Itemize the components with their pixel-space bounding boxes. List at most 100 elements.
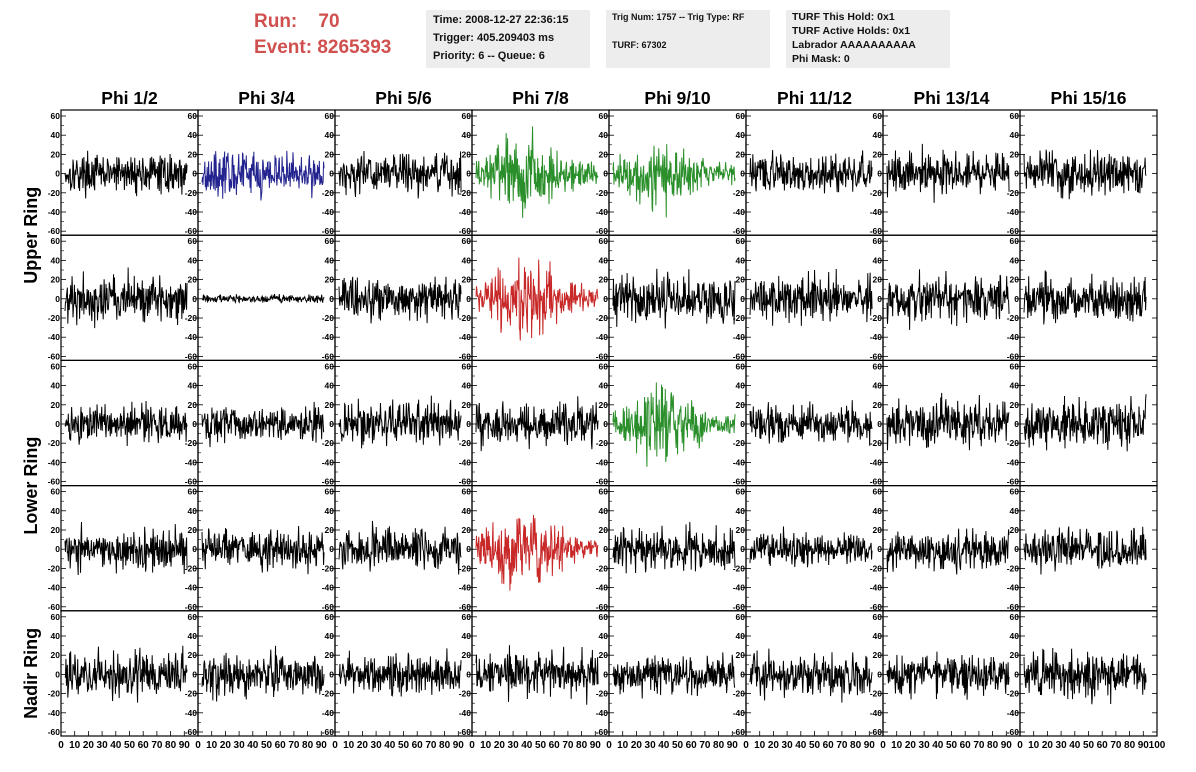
- waveform-trace: [64, 401, 188, 447]
- y-tick-label: 0: [1014, 169, 1019, 179]
- priority-text: Priority: 6 -- Queue: 6: [433, 50, 545, 62]
- y-tick-label: -20: [185, 689, 198, 699]
- y-tick-label: -60: [459, 727, 472, 737]
- y-tick-label: 40: [736, 381, 746, 391]
- y-tick-label: 20: [599, 525, 609, 535]
- y-tick-label: 60: [1010, 236, 1020, 246]
- y-tick-label: 0: [877, 294, 882, 304]
- waveform-panel: -60 -40 -20 0 20 40 60: [48, 485, 199, 612]
- y-tick-label: 0: [192, 294, 197, 304]
- y-tick-label: 40: [462, 130, 472, 140]
- y-tick-label: -40: [185, 332, 198, 342]
- x-tick-label: 50: [946, 740, 958, 751]
- x-tick-label: 30: [782, 740, 794, 751]
- x-tick-label: 60: [138, 740, 150, 751]
- y-tick-label: 20: [873, 275, 883, 285]
- waveform-panel: -60 -40 -20 0 20 40 60: [733, 485, 884, 612]
- x-tick-label: 0: [195, 740, 201, 751]
- y-tick-label: 40: [462, 631, 472, 641]
- waveform-panel: -60 -40 -20 0 20 40 60: [459, 485, 610, 612]
- y-tick-label: -40: [185, 457, 198, 467]
- waveform-panel: -60 -40 -20 0 20 40 60: [870, 109, 1021, 236]
- y-tick-label: -60: [596, 226, 609, 236]
- waveform-panel: -60 -40 -20 0 20 40 60: [1007, 109, 1158, 236]
- y-tick-label: 20: [462, 650, 472, 660]
- waveform-trace: [886, 143, 1010, 203]
- x-tick-label: 70: [288, 740, 300, 751]
- y-tick-label: 0: [603, 294, 608, 304]
- y-tick-label: 0: [1014, 669, 1019, 679]
- waveform-trace: [612, 652, 736, 699]
- y-tick-label: 0: [55, 419, 60, 429]
- y-tick-label: -60: [1007, 602, 1020, 612]
- trigger-info-panel: Trig Num: 1757 -- Trig Type: RF TURF: 67…: [606, 10, 770, 68]
- y-tick-label: 60: [1010, 612, 1020, 622]
- waveform-panel: -60 -40 -20 0 20 40 60: [322, 485, 473, 612]
- waveform-trace: [612, 268, 736, 329]
- x-tick-label: 70: [425, 740, 437, 751]
- y-tick-label: -60: [870, 351, 883, 361]
- y-tick-label: -20: [1007, 689, 1020, 699]
- y-tick-label: 40: [1010, 130, 1020, 140]
- ring-row-labels: Upper Ring Lower Ring Nadir Ring: [21, 187, 41, 719]
- y-tick-label: 20: [51, 525, 61, 535]
- waveform-panel: -60 -40 -20 0 20 40 60: [322, 109, 473, 236]
- y-tick-label: 40: [188, 130, 198, 140]
- x-tick-label: 40: [247, 740, 259, 751]
- y-tick-label: 60: [462, 361, 472, 371]
- y-tick-label: 40: [325, 255, 335, 265]
- column-header: Phi 13/14: [914, 88, 990, 108]
- y-tick-label: 60: [873, 111, 883, 121]
- x-tick-label: 0: [1017, 740, 1023, 751]
- x-tick-label: 40: [110, 740, 122, 751]
- y-tick-label: -60: [733, 477, 746, 487]
- y-tick-label: 40: [599, 130, 609, 140]
- x-tick-label: 90: [316, 740, 328, 751]
- y-tick-label: 60: [599, 361, 609, 371]
- turf-info-panel: TURF This Hold: 0x1 TURF Active Holds: 0…: [786, 10, 950, 68]
- y-tick-label: 20: [599, 275, 609, 285]
- y-tick-label: -20: [48, 563, 61, 573]
- y-tick-label: -20: [459, 438, 472, 448]
- y-tick-label: 20: [462, 149, 472, 159]
- x-tick-label: 70: [1110, 740, 1122, 751]
- x-tick-label: 10: [69, 740, 81, 751]
- x-tick-label: 0: [880, 740, 886, 751]
- y-tick-label: 20: [188, 149, 198, 159]
- y-tick-label: 60: [51, 612, 61, 622]
- waveform-panel: -60 -40 -20 0 20 40 60: [733, 109, 884, 236]
- y-tick-label: -60: [185, 727, 198, 737]
- x-tick-label: 40: [1069, 740, 1081, 751]
- y-tick-label: 0: [329, 294, 334, 304]
- y-tick-label: -20: [870, 438, 883, 448]
- waveform-panel: -60 -40 -20 0 20 40 60: [1007, 485, 1158, 612]
- waveform-panel: -60 -40 -20 0 20 40 60: [185, 359, 336, 487]
- y-tick-label: 0: [329, 669, 334, 679]
- waveform-panel: -60 -40 -20 0 20 40 60: [48, 359, 199, 487]
- y-tick-label: 20: [1010, 275, 1020, 285]
- y-tick-label: 40: [462, 255, 472, 265]
- column-header: Phi 3/4: [238, 88, 295, 108]
- y-tick-label: -60: [459, 602, 472, 612]
- waveform-trace: [201, 150, 325, 201]
- waveform-panel: -60 -40 -20 0 20 40 60: [48, 109, 199, 236]
- column-header: Phi 1/2: [101, 88, 158, 108]
- x-tick-label: 80: [850, 740, 862, 751]
- waveform-trace: [475, 514, 599, 591]
- y-tick-label: 0: [329, 544, 334, 554]
- y-tick-label: 60: [188, 236, 198, 246]
- y-tick-label: 0: [466, 294, 471, 304]
- y-tick-label: -60: [322, 727, 335, 737]
- waveform-trace: [338, 395, 462, 449]
- y-tick-label: -60: [733, 602, 746, 612]
- x-tick-label: 70: [151, 740, 163, 751]
- y-tick-label: 40: [325, 631, 335, 641]
- y-tick-label: 60: [188, 361, 198, 371]
- y-tick-label: 0: [603, 419, 608, 429]
- y-tick-label: 40: [873, 506, 883, 516]
- waveform-panel: -60 -40 -20 0 20 40 60: [48, 234, 199, 361]
- waveform-panel: -60 -40 -20 0 20 40 60: [596, 485, 747, 612]
- turf-active-holds-text: TURF Active Holds: 0x1: [792, 25, 911, 37]
- x-tick-label: 70: [699, 740, 711, 751]
- y-tick-label: 20: [462, 525, 472, 535]
